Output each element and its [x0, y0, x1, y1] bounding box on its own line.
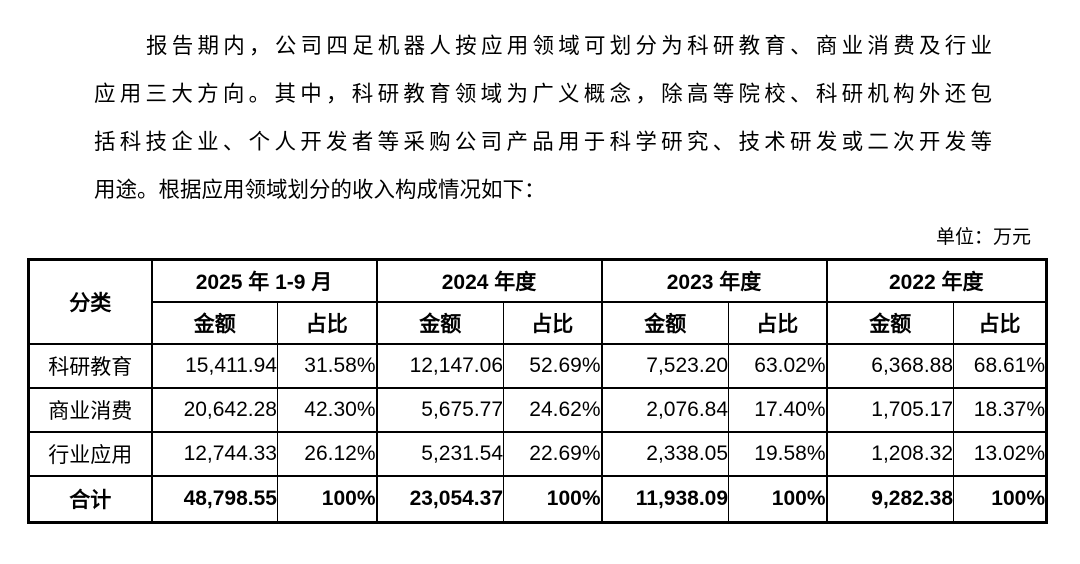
amount-cell: 23,054.37 [375, 475, 504, 523]
ratio-cell: 68.61% [953, 343, 1047, 388]
amount-subheader-cell: 金额 [150, 301, 278, 344]
ratio-cell: 18.37% [953, 387, 1047, 432]
table-row-total: 合计 48,798.55 100% 23,054.37 100% 11,938.… [28, 475, 1047, 523]
amount-subheader-cell: 金额 [375, 301, 504, 344]
amount-cell: 1,208.32 [825, 431, 954, 476]
ratio-cell: 42.30% [276, 387, 377, 432]
ratio-cell: 100% [953, 475, 1047, 523]
ratio-cell: 17.40% [728, 387, 827, 432]
ratio-subheader-cell: 占比 [728, 301, 827, 344]
table-header-row-periods: 分类 2025 年 1-9 月 2024 年度 2023 年度 2022 年度 [29, 259, 1047, 315]
table-row-research-education: 科研教育 15,411.94 31.58% 12,147.06 52.69% 7… [28, 343, 1047, 388]
ratio-subheader-cell: 占比 [953, 301, 1047, 344]
ratio-cell: 100% [728, 475, 827, 523]
amount-cell: 7,523.20 [600, 343, 729, 388]
amount-cell: 5,231.54 [375, 431, 504, 476]
unit-label: 单位：万元 [935, 227, 1031, 248]
amount-cell: 15,411.94 [150, 343, 278, 388]
category-cell: 科研教育 [28, 343, 152, 388]
ratio-cell: 100% [503, 475, 602, 523]
amount-cell: 6,368.88 [825, 343, 954, 388]
table-row-commercial-consumer: 商业消费 20,642.28 42.30% 5,675.77 24.62% 2,… [28, 387, 1047, 432]
ratio-cell: 100% [276, 475, 377, 523]
category-cell: 合计 [28, 475, 152, 523]
table-row-industry-application: 行业应用 12,744.33 26.12% 5,231.54 22.69% 2,… [28, 431, 1047, 476]
paragraph-line: 报告期内，公司四足机器人按应用领域可划分为科研教育、商业消费及行业 [146, 34, 992, 58]
category-cell: 商业消费 [28, 387, 152, 432]
amount-cell: 5,675.77 [375, 387, 504, 432]
ratio-cell: 24.62% [503, 387, 602, 432]
amount-cell: 12,744.33 [150, 431, 278, 476]
amount-subheader-cell: 金额 [825, 301, 954, 344]
ratio-cell: 26.12% [276, 431, 377, 476]
table-header-row-subcolumns: 金额 占比 金额 占比 金额 占比 金额 占比 [29, 301, 1047, 344]
period-header-cell-2024: 2024 年度 [375, 259, 602, 302]
paragraph-line: 应用三大方向。其中，科研教育领域为广义概念，除高等院校、科研机构外还包 [94, 82, 992, 106]
corner-header-cell: 分类 [69, 291, 112, 315]
amount-cell: 48,798.55 [150, 475, 278, 523]
revenue-table: 分类 2025 年 1-9 月 2024 年度 2023 年度 2022 年度 … [27, 258, 1049, 524]
amount-cell: 20,642.28 [150, 387, 278, 432]
paragraph-line: 用途。根据应用领域划分的收入构成情况如下： [94, 178, 546, 202]
amount-cell: 2,076.84 [600, 387, 729, 432]
paragraph-line: 括科技企业、个人开发者等采购公司产品用于科学研究、技术研发或二次开发等 [94, 130, 992, 154]
period-header-cell-2023: 2023 年度 [600, 259, 827, 302]
ratio-cell: 63.02% [728, 343, 827, 388]
amount-cell: 1,705.17 [825, 387, 954, 432]
category-cell: 行业应用 [28, 431, 152, 476]
ratio-cell: 52.69% [503, 343, 602, 388]
body-paragraph: 报告期内，公司四足机器人按应用领域可划分为科研教育、商业消费及行业 应用三大方向… [94, 22, 992, 214]
period-header-cell-2025: 2025 年 1-9 月 [150, 259, 377, 302]
amount-cell: 9,282.38 [825, 475, 954, 523]
amount-cell: 2,338.05 [600, 431, 729, 476]
amount-cell: 11,938.09 [600, 475, 729, 523]
ratio-cell: 31.58% [276, 343, 377, 388]
ratio-subheader-cell: 占比 [276, 301, 377, 344]
ratio-cell: 22.69% [503, 431, 602, 476]
ratio-cell: 13.02% [953, 431, 1047, 476]
amount-cell: 12,147.06 [375, 343, 504, 388]
amount-subheader-cell: 金额 [600, 301, 729, 344]
period-header-cell-2022: 2022 年度 [825, 259, 1047, 302]
ratio-cell: 19.58% [728, 431, 827, 476]
ratio-subheader-cell: 占比 [503, 301, 602, 344]
